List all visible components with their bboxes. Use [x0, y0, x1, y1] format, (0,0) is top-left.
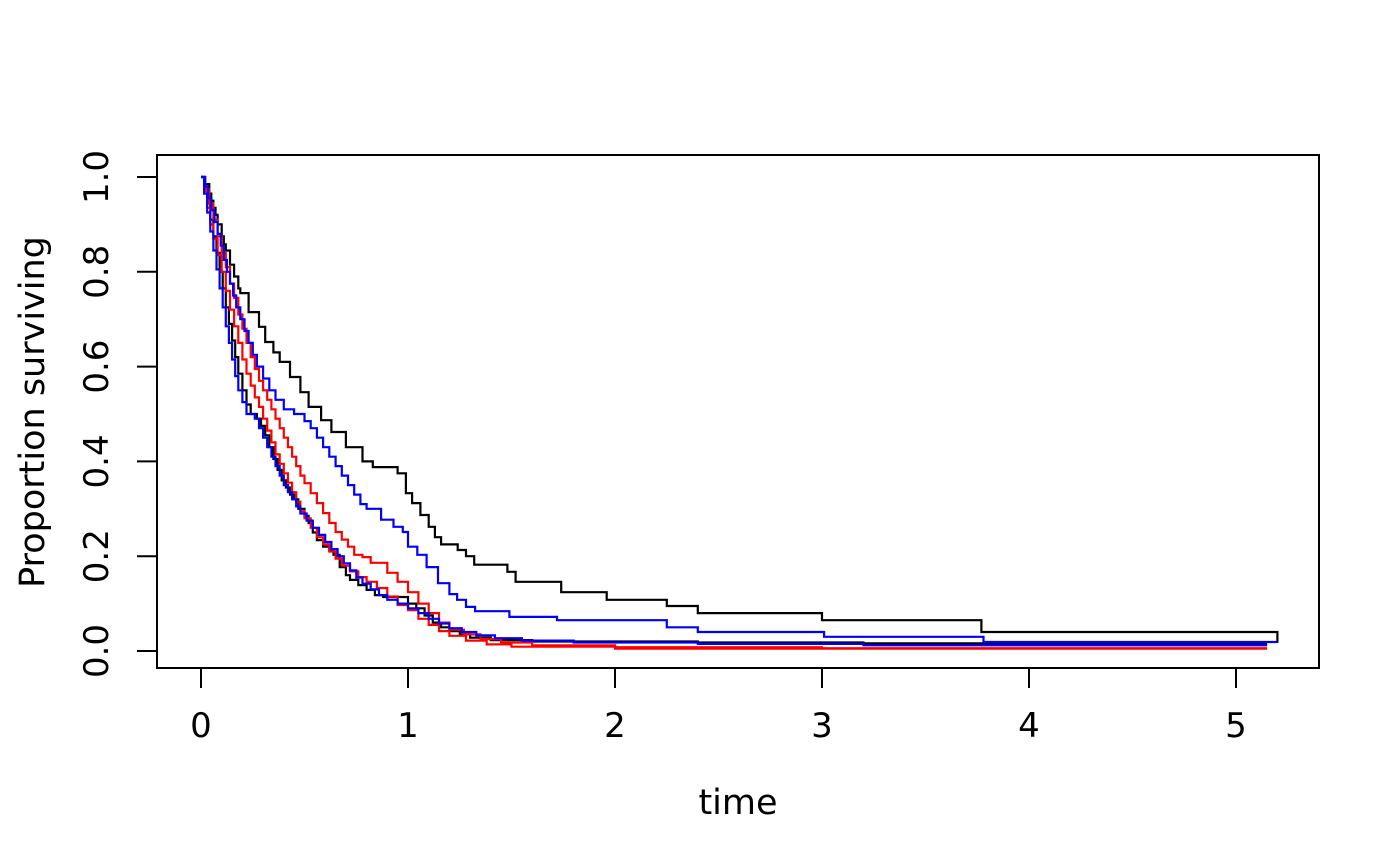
x-tick-label: 5	[1225, 706, 1247, 746]
survival-curves	[201, 175, 1279, 650]
y-tick-label: 0.8	[77, 245, 117, 299]
x-tick-label: 0	[190, 706, 212, 746]
y-tick-label: 0.6	[77, 340, 117, 394]
curve-red-slow	[201, 175, 1268, 650]
y-tick-label: 1.0	[77, 150, 117, 204]
x-tick-label: 1	[397, 706, 419, 746]
plot-frame	[156, 154, 1320, 669]
x-tick-label: 3	[811, 706, 833, 746]
curve-blue-fast	[201, 175, 1268, 647]
x-tick-label: 2	[604, 706, 626, 746]
y-tick-label: 0.2	[77, 529, 117, 583]
y-axis: 0.0 0.2 0.4 0.6 0.8 1.0	[77, 150, 157, 678]
curve-black-slow	[201, 175, 1279, 643]
x-axis-title: time	[698, 783, 777, 823]
y-tick-label: 0.0	[77, 624, 117, 678]
curve-blue-slow	[201, 175, 1278, 644]
y-axis-title: Proportion surviving	[13, 236, 53, 588]
x-tick-label: 4	[1018, 706, 1040, 746]
y-tick-label: 0.4	[77, 434, 117, 488]
curve-black-fast	[201, 175, 1268, 645]
x-axis: 0 1 2 3 4 5	[190, 668, 1247, 746]
